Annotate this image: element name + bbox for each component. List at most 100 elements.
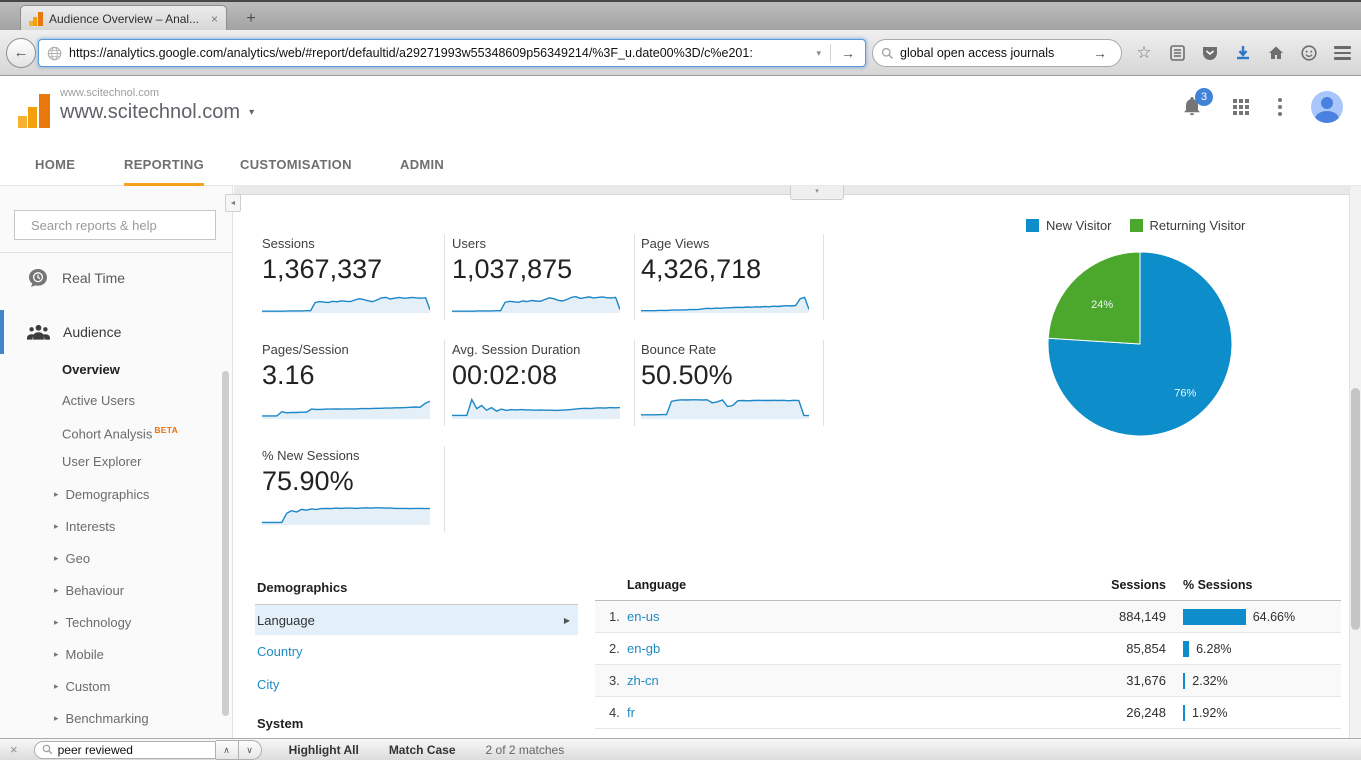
sidebar-search[interactable] [14,210,216,240]
search-icon [881,47,894,59]
sidebar-item-demographics[interactable]: ▸ Demographics [54,487,150,502]
sidebar-item-geo[interactable]: ▸ Geo [54,551,91,566]
metric-pages-session: Pages/Session 3.16 [262,342,432,419]
metric-sessions: Sessions 1,367,337 [262,236,432,313]
sidebar-item-user-explorer[interactable]: User Explorer [62,454,142,469]
pocket-icon[interactable] [1201,44,1219,62]
demographics-row-language[interactable]: Language ▶ [255,605,578,635]
find-bar: × ∧ ∨ Highlight All Match Case 2 of 2 ma… [0,738,1361,760]
globe-icon [47,46,62,60]
header-pct-sessions[interactable]: % Sessions [1183,578,1253,592]
sidebar-item-cohort-analysis[interactable]: Cohort Analysis BETA [62,425,179,442]
account-domain-title: www.scitechnol.com [60,101,241,123]
pageviews-sparkline [641,296,809,313]
find-next-button[interactable]: ∨ [238,739,262,760]
analytics-nav: HOME REPORTING CUSTOMISATION ADMIN [0,144,1361,186]
account-selector[interactable]: www.scitechnol.com ▾ [60,101,254,124]
pct-bar [1183,608,1246,625]
main-scrollbar-track[interactable] [1349,186,1361,760]
find-input[interactable] [57,742,215,757]
browser-toolbar: ← ▾ → → ☆ [0,30,1361,76]
demographics-row-country[interactable]: Country [257,644,303,659]
find-close-icon[interactable]: × [10,742,18,757]
sidebar-item-interests[interactable]: ▸ Interests [54,519,116,534]
browser-tab-strip: Audience Overview – Anal... × + [0,0,1361,32]
demographics-row-city[interactable]: City [257,677,280,692]
language-link[interactable]: en-us [627,609,660,624]
language-link[interactable]: en-gb [627,641,661,656]
metric-divider [823,234,824,320]
tab-title: Audience Overview – Anal... [49,12,200,26]
metric-users: Users 1,037,875 [452,236,622,313]
visitor-pie-chart: 76% 24% [1047,251,1233,437]
demographics-panel: Demographics Language ▶ Country City Sys… [255,578,578,741]
report-sidebar: ◄ Real Time Audienc [0,186,241,760]
expand-caret-icon: ▸ [54,681,59,691]
browser-search-bar[interactable]: → [872,39,1122,67]
language-link[interactable]: fr [627,705,635,720]
sidebar-item-real-time[interactable]: Real Time [0,256,232,300]
sidebar-item-technology[interactable]: ▸ Technology [54,615,132,630]
match-case-button[interactable]: Match Case [388,742,456,757]
new-tab-button[interactable]: + [246,10,256,27]
svg-text:24%: 24% [1091,299,1113,311]
user-avatar[interactable] [1311,91,1343,123]
sessions-value: 26,248 [1126,705,1166,720]
bookmarks-list-icon[interactable] [1168,44,1186,62]
find-previous-button[interactable]: ∧ [215,739,239,760]
new-visitor-swatch-icon [1026,219,1039,232]
url-input[interactable] [69,46,812,60]
metric-divider [444,234,445,320]
notifications-button[interactable]: 3 [1182,88,1213,119]
users-sparkline [452,295,620,313]
sidebar-item-audience[interactable]: Audience [0,310,232,354]
expand-caret-icon: ▸ [54,553,59,563]
url-history-dropdown-icon[interactable]: ▾ [816,47,821,58]
table-row: 1. en-us 884,149 64.66% [595,601,1341,633]
header-sessions[interactable]: Sessions [1111,578,1166,592]
expand-caret-icon: ▸ [54,585,59,595]
sidebar-search-input[interactable] [31,217,207,233]
tab-customisation[interactable]: CUSTOMISATION [240,157,352,172]
sidebar-item-overview[interactable]: Overview [62,362,120,377]
url-go-button[interactable]: → [841,45,855,61]
search-icon [42,744,52,755]
metric-divider [634,234,635,320]
tab-close-icon[interactable]: × [210,12,218,26]
tab-reporting[interactable]: REPORTING [124,144,204,186]
pie-legend: New Visitor Returning Visitor [1026,218,1245,233]
bookmark-star-icon[interactable]: ☆ [1136,43,1152,62]
sidebar-scrollbar[interactable] [222,371,229,716]
header-collapse-toggle[interactable]: ▾ [790,186,844,200]
main-scrollbar-thumb[interactable] [1351,388,1360,630]
downloads-icon[interactable] [1234,44,1252,62]
kebab-menu-icon[interactable] [1278,98,1282,116]
url-bar[interactable]: ▾ → [38,39,866,67]
metric-divider [634,340,635,426]
sidebar-item-active-users[interactable]: Active Users [62,393,135,408]
row-arrow-icon: ▶ [563,615,570,625]
active-section-indicator [0,310,4,354]
sidebar-item-behaviour[interactable]: ▸ Behaviour [54,583,125,598]
hello-chat-icon[interactable] [1300,44,1318,62]
tab-home[interactable]: HOME [35,157,76,172]
menu-icon[interactable] [1333,44,1351,62]
sidebar-item-mobile[interactable]: ▸ Mobile [54,647,104,662]
header-language[interactable]: Language [627,578,687,592]
back-button[interactable]: ← [6,38,36,68]
tab-admin[interactable]: ADMIN [400,157,445,172]
browser-tab[interactable]: Audience Overview – Anal... × [20,5,227,32]
analytics-header: www.scitechnol.com www.scitechnol.com ▾ … [0,77,1361,144]
sidebar-item-custom[interactable]: ▸ Custom [54,679,111,694]
language-link[interactable]: zh-cn [627,673,659,688]
search-go-button[interactable]: → [1093,45,1107,61]
real-time-icon [29,269,47,287]
sidebar-item-benchmarking[interactable]: ▸ Benchmarking [54,711,149,726]
find-field[interactable] [33,740,216,759]
browser-search-input[interactable] [900,46,1087,60]
home-icon[interactable] [1267,44,1285,62]
apps-grid-icon[interactable] [1233,99,1249,115]
sidebar-collapse-button[interactable]: ◄ [225,194,241,212]
highlight-all-button[interactable]: Highlight All [288,742,359,757]
metric-divider [444,340,445,426]
